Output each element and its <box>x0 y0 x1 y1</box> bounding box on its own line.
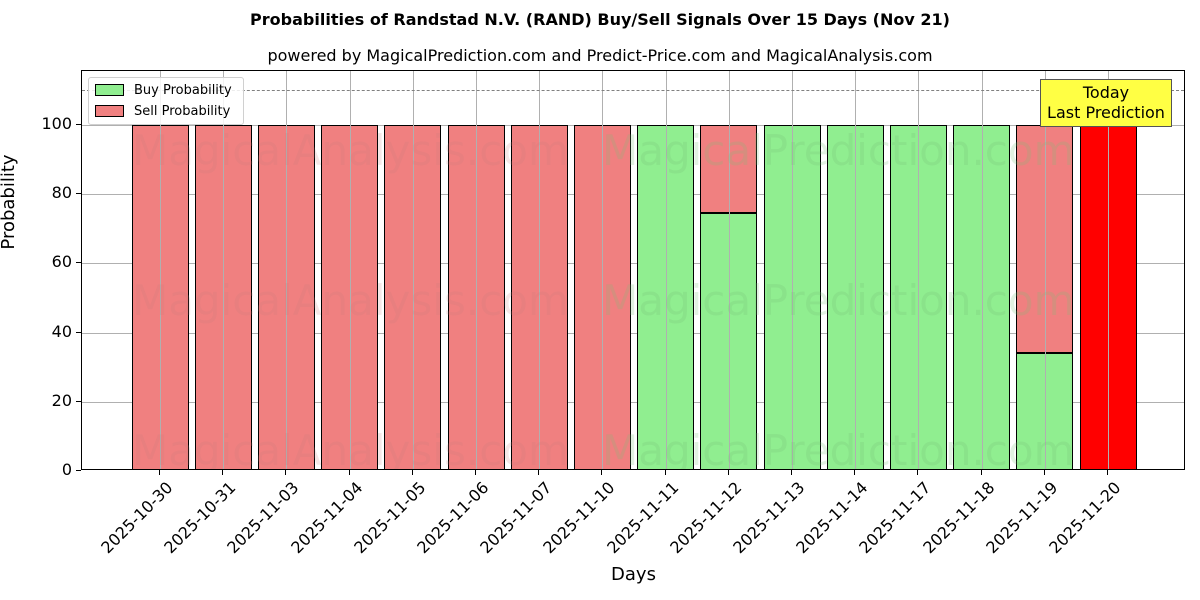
chart-title: Probabilities of Randstad N.V. (RAND) Bu… <box>250 10 950 29</box>
gridline-vertical <box>160 71 161 469</box>
x-tick-mark <box>159 470 160 475</box>
x-tick-mark <box>222 470 224 475</box>
x-tick-mark <box>1107 470 1108 475</box>
gridline-vertical <box>223 71 225 469</box>
x-tick-mark <box>601 470 603 475</box>
x-tick-mark <box>285 470 287 475</box>
x-tick-mark <box>475 470 476 475</box>
x-tick-mark <box>538 470 540 475</box>
annotation-line-2: Last Prediction <box>1047 103 1165 122</box>
gridline-horizontal <box>82 263 1184 265</box>
x-tick-mark <box>917 470 919 475</box>
legend-label-buy: Buy Probability <box>134 82 232 98</box>
y-tick-mark <box>76 193 81 195</box>
gridline-vertical <box>665 71 667 469</box>
today-annotation: Today Last Prediction <box>1040 79 1172 127</box>
x-tick-mark <box>854 470 856 475</box>
gridline-vertical <box>728 71 730 469</box>
reference-line <box>82 90 1184 92</box>
y-tick-mark <box>76 400 81 402</box>
gridline-vertical <box>1108 71 1109 469</box>
y-tick-mark <box>76 262 81 264</box>
gridline-horizontal <box>82 332 1184 334</box>
x-tick-mark <box>727 470 729 475</box>
gridline-vertical <box>476 71 477 469</box>
gridline-vertical <box>602 71 604 469</box>
gridline-vertical <box>855 71 857 469</box>
legend-item-buy: Buy Probability <box>95 81 232 99</box>
legend-label-sell: Sell Probability <box>134 103 231 119</box>
y-tick-label: 80 <box>51 183 72 203</box>
gridline-vertical <box>349 71 351 469</box>
gridline-vertical <box>1044 71 1046 469</box>
y-tick-mark <box>76 331 81 333</box>
gridline-vertical <box>412 71 414 469</box>
legend-item-sell: Sell Probability <box>95 102 230 120</box>
gridline-horizontal <box>82 194 1184 196</box>
gridline-vertical <box>286 71 288 469</box>
x-tick-mark <box>348 470 350 475</box>
gridline-vertical <box>918 71 920 469</box>
x-tick-mark <box>980 470 982 475</box>
legend: Buy Probability Sell Probability <box>88 77 244 125</box>
x-axis-title: Days <box>611 564 656 585</box>
gridline-vertical <box>539 71 541 469</box>
y-tick-label: 40 <box>51 321 72 341</box>
x-tick-mark <box>1043 470 1045 475</box>
y-tick-label: 20 <box>51 390 72 410</box>
x-tick-mark <box>411 470 413 475</box>
y-tick-label: 60 <box>51 252 72 272</box>
gridline-vertical <box>792 71 793 469</box>
gridline-vertical <box>981 71 983 469</box>
buy-swatch-icon <box>95 84 124 96</box>
chart-subtitle: powered by MagicalPrediction.com and Pre… <box>267 46 933 65</box>
gridline-horizontal <box>82 401 1184 403</box>
y-tick-mark <box>76 124 81 125</box>
y-tick-mark <box>76 470 81 471</box>
y-tick-label: 100 <box>41 114 72 133</box>
y-tick-label: 0 <box>61 460 72 479</box>
x-tick-mark <box>664 470 666 475</box>
plot-area: MagicalAnalysis.comMagicalPrediction.com… <box>81 70 1185 470</box>
annotation-line-1: Today <box>1082 83 1130 102</box>
sell-swatch-icon <box>95 105 124 117</box>
y-axis-title: Probability <box>0 154 19 250</box>
gridline-horizontal <box>82 125 1184 126</box>
x-tick-mark <box>791 470 792 475</box>
